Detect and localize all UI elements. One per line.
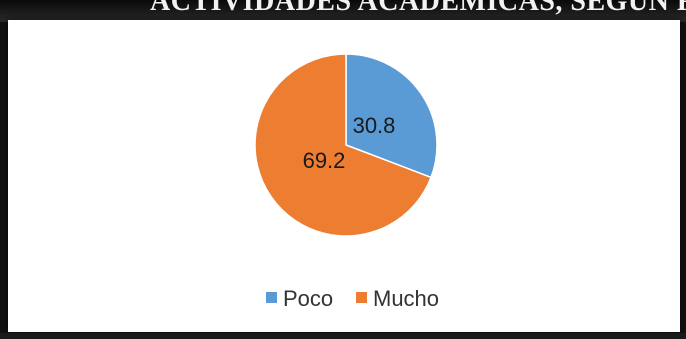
data-label-poco: 30.8 (353, 113, 396, 138)
legend-item-poco: Poco (266, 286, 333, 311)
legend-item-mucho: Mucho (356, 286, 439, 311)
data-label-mucho: 69.2 (303, 148, 346, 173)
bottom-edge (0, 333, 686, 339)
header-strip: ACTIVIDADES ACADÉMICAS, SEGÚN FRE (0, 0, 686, 22)
legend-swatch-mucho (356, 292, 367, 303)
pie-chart: 30.8 69.2 Poco Mucho (254, 53, 439, 311)
legend-label-mucho: Mucho (373, 286, 439, 311)
slide-title-fragment: ACTIVIDADES ACADÉMICAS, SEGÚN FRE (150, 0, 686, 17)
pie-slice-poco (345, 53, 438, 179)
chart-panel: 30.8 69.2 Poco Mucho (8, 20, 680, 332)
legend-label-poco: Poco (283, 286, 333, 311)
legend-swatch-poco (266, 292, 277, 303)
pie-slice-mucho (254, 53, 432, 237)
